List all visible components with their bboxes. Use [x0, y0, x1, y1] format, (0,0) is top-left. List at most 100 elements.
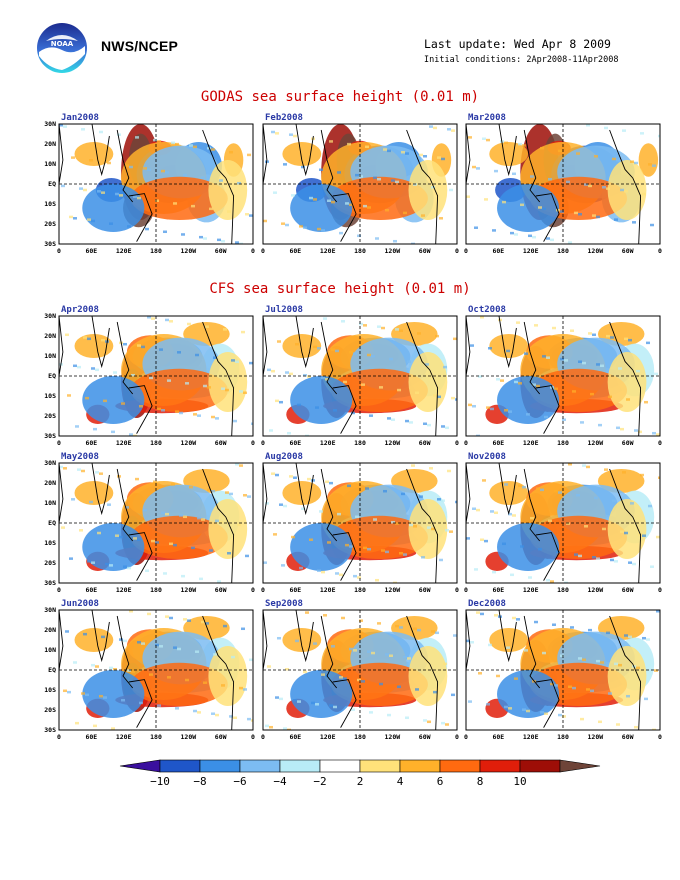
anomaly-blob [489, 334, 529, 358]
texture-cell [59, 465, 63, 469]
texture-cell [135, 477, 139, 481]
texture-cell [353, 649, 357, 652]
texture-cell [399, 626, 403, 629]
texture-cell [115, 534, 119, 537]
texture-cell [628, 338, 632, 342]
coastline [466, 124, 471, 185]
texture-cell [395, 624, 399, 628]
texture-cell [107, 503, 111, 506]
texture-cell [526, 709, 530, 713]
texture-cell [441, 157, 445, 161]
texture-cell [606, 631, 610, 635]
texture-cell [407, 657, 411, 660]
lon-tick-label: 180 [354, 586, 366, 594]
coastline [128, 193, 153, 242]
lon-tick-label: 60E [289, 586, 302, 594]
colorbar-segment [239, 759, 281, 773]
lat-tick-label: 30N [44, 606, 56, 614]
texture-cell [85, 396, 89, 400]
texture-cell [634, 429, 638, 432]
panel-frame [58, 315, 254, 437]
texture-cell [175, 410, 179, 413]
coastline [128, 679, 153, 728]
texture-cell [335, 349, 339, 353]
texture-cell [449, 188, 453, 192]
texture-cell [77, 365, 81, 369]
texture-cell [656, 535, 660, 539]
texture-cell [630, 502, 634, 505]
texture-cell [574, 211, 578, 215]
texture-cell [149, 376, 153, 380]
texture-cell [347, 484, 351, 488]
texture-cell [419, 153, 423, 157]
texture-cell [385, 550, 389, 554]
texture-cell [431, 527, 435, 531]
colorbar-label: −8 [193, 775, 207, 788]
texture-cell [63, 125, 67, 128]
texture-cell [451, 129, 455, 132]
texture-cell [353, 574, 357, 578]
map-panel-Oct2008 [466, 316, 660, 436]
texture-cell [484, 198, 488, 201]
texture-cell [145, 227, 149, 231]
texture-cell [433, 126, 437, 130]
texture-cell [333, 705, 337, 709]
texture-cell [295, 639, 299, 643]
lon-tick-label: 60E [492, 586, 505, 594]
lon-tick-label: 60E [85, 586, 98, 594]
lon-tick-label: 60W [418, 439, 431, 447]
texture-cell [472, 404, 476, 408]
texture-cell [315, 406, 319, 409]
colorbar-segment [519, 759, 561, 773]
coastline [320, 468, 338, 542]
texture-cell [584, 183, 588, 186]
lat-tick-label: 20S [44, 706, 56, 714]
texture-cell [89, 159, 93, 162]
texture-cell [203, 681, 207, 684]
texture-cell [455, 398, 457, 401]
lon-tick-label: 180 [557, 733, 569, 741]
lon-tick-label: 120E [319, 247, 336, 255]
texture-cell [536, 384, 540, 388]
anomaly-blob [330, 368, 428, 412]
texture-cell [393, 581, 397, 583]
texture-cell [518, 142, 522, 146]
texture-cell [283, 504, 287, 508]
texture-cell [241, 627, 245, 631]
lat-tick-label: 10N [44, 646, 56, 654]
texture-cell [423, 422, 427, 426]
lon-tick-label: 120W [384, 586, 401, 594]
lon-tick-label: 0 [464, 586, 468, 594]
colorbar-segment [559, 759, 601, 773]
texture-cell [355, 515, 359, 519]
lon-tick-label: 0 [464, 439, 468, 447]
lon-tick-label: 60E [492, 439, 505, 447]
texture-cell [79, 529, 83, 532]
anomaly-blob [208, 499, 248, 559]
texture-cell [596, 557, 600, 560]
texture-cell [472, 507, 476, 510]
texture-cell [321, 673, 325, 676]
texture-cell [371, 355, 375, 358]
texture-cell [187, 619, 191, 622]
texture-cell [363, 324, 367, 327]
texture-cell [504, 141, 508, 145]
texture-cell [225, 388, 229, 392]
coastline [202, 129, 227, 179]
texture-cell [183, 618, 187, 621]
coastline [632, 516, 642, 583]
texture-cell [443, 662, 447, 666]
lon-tick-label: 180 [150, 247, 162, 255]
texture-cell [437, 395, 441, 399]
coastline [632, 663, 642, 730]
texture-cell [125, 506, 129, 509]
texture-cell [161, 409, 165, 412]
panel-frame [262, 609, 458, 731]
texture-cell [596, 215, 600, 219]
coastline [59, 463, 64, 524]
lon-tick-label: 0 [455, 247, 459, 255]
lat-tick-label: 20S [44, 220, 56, 228]
texture-cell [455, 500, 457, 504]
texture-cell [576, 494, 580, 497]
